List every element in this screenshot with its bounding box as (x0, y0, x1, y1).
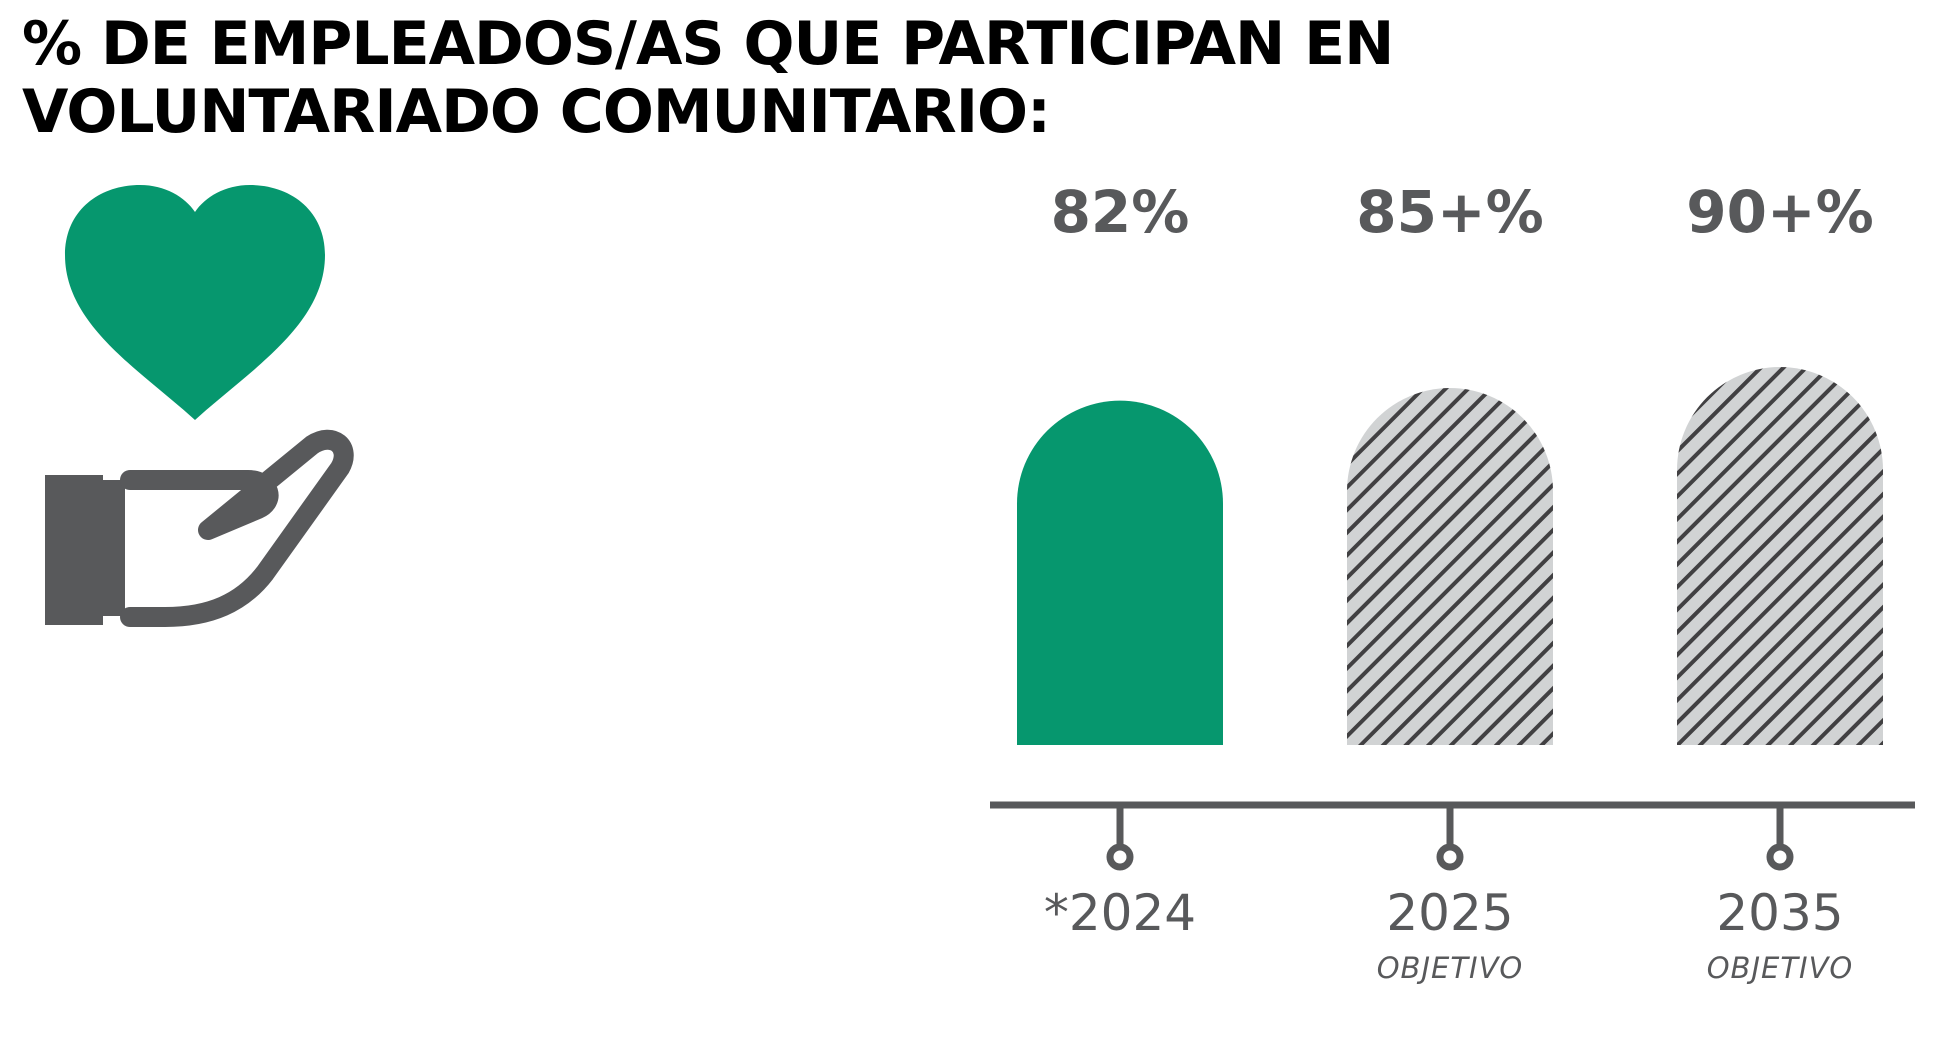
tick-marker-2024 (1106, 843, 1134, 871)
tick-marker-2035 (1766, 843, 1794, 871)
x-tick-label-2024: *2024 (1044, 884, 1196, 942)
x-sublabel-2035: OBJETIVO (1707, 951, 1854, 985)
x-tick-label-2035: 2035 (1716, 884, 1843, 942)
tick-marker-2025 (1436, 843, 1464, 871)
bar-2035 (1677, 367, 1883, 745)
chart-title-line-2: VOLUNTARIADO COMUNITARIO: (22, 77, 1051, 147)
bar-2025 (1347, 388, 1553, 745)
x-tick-label-2025: 2025 (1386, 884, 1513, 942)
bar-2024 (1017, 400, 1223, 745)
x-sublabel-2025: OBJETIVO (1377, 951, 1524, 985)
heart-icon (65, 185, 325, 420)
hand-holding-heart-icon (40, 185, 410, 635)
value-label-2025: 85+% (1356, 178, 1543, 246)
hand-icon (45, 429, 354, 627)
bar-chart: 82% *2024 85+% 2025 OBJETIVO 90+% 2035 OBJETIVO (990, 178, 1915, 985)
value-label-2024: 82% (1051, 178, 1190, 246)
value-label-2035: 90+% (1686, 178, 1873, 246)
chart-title: % DE EMPLEADOS/AS QUE PARTICIPAN EN VOLU… (22, 10, 1872, 146)
chart-title-line-1: % DE EMPLEADOS/AS QUE PARTICIPAN EN (22, 9, 1394, 79)
